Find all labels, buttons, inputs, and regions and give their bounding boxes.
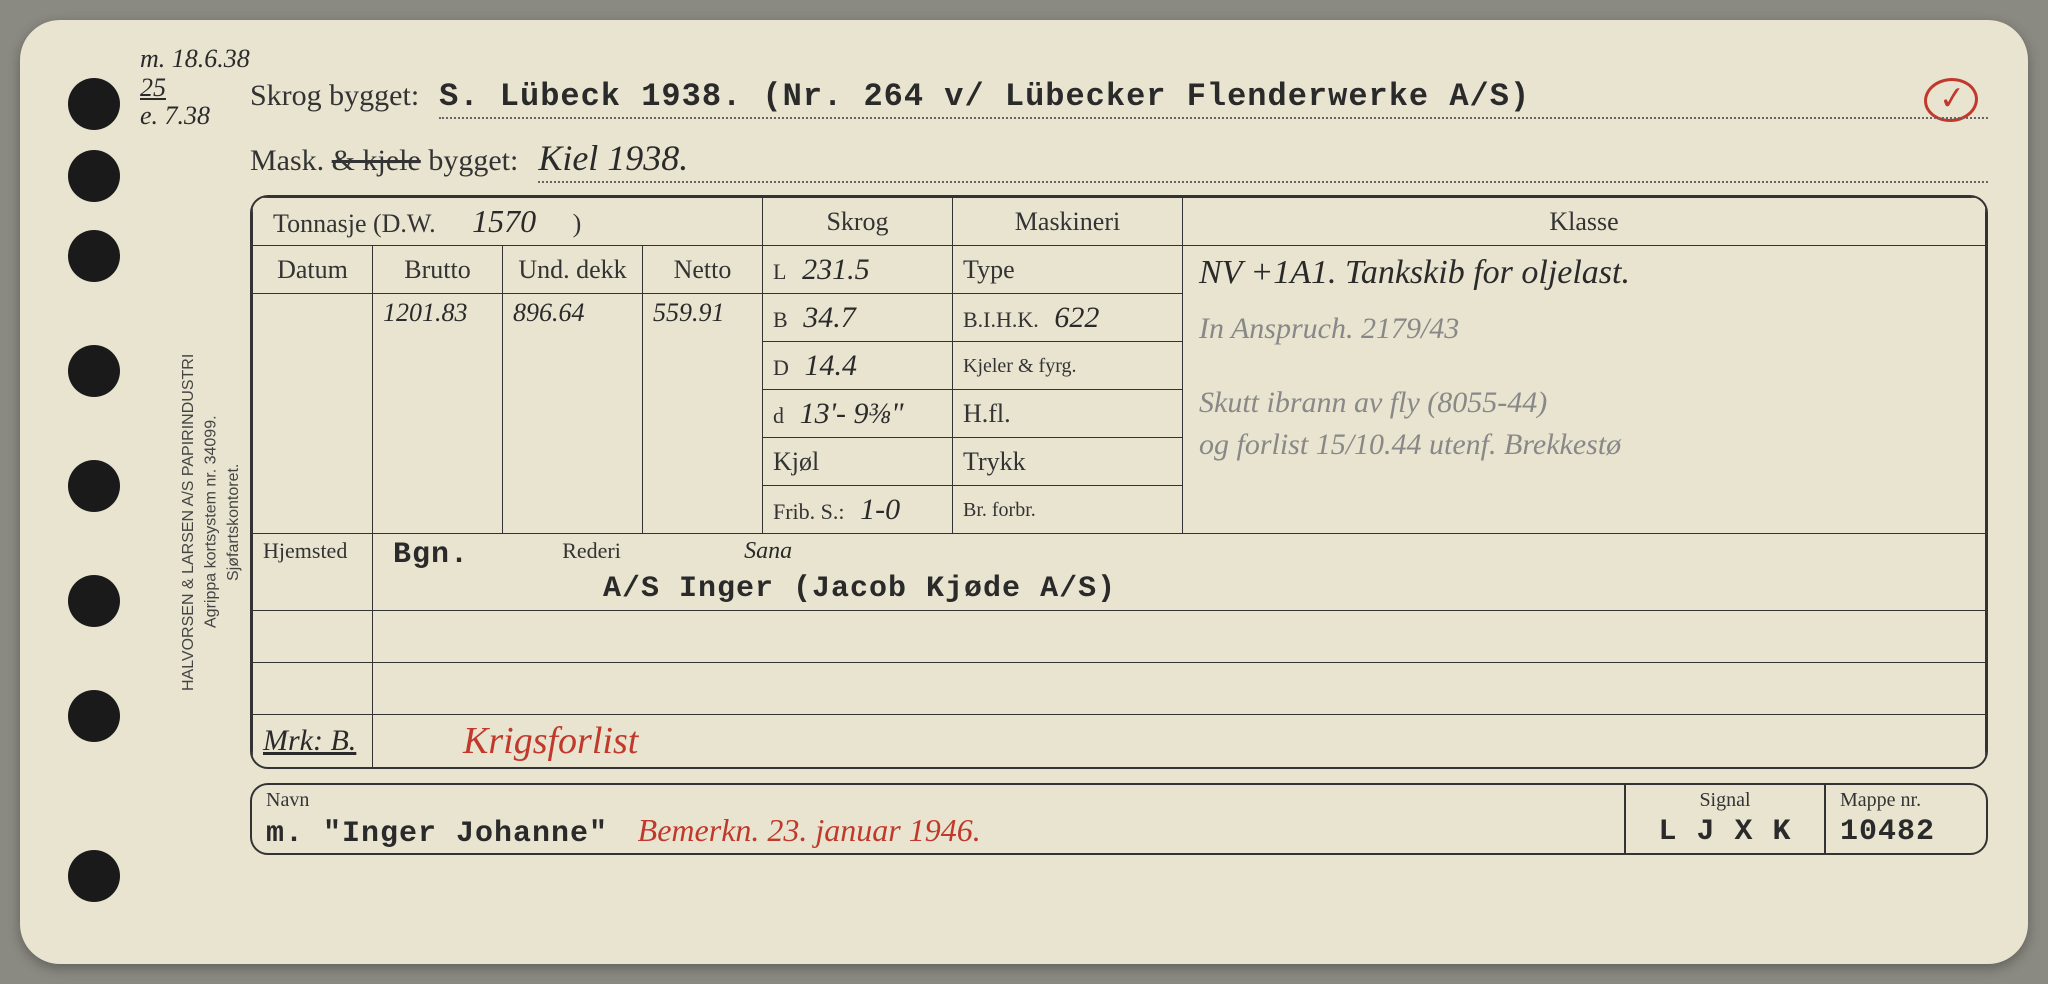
rederi-val: A/S Inger (Jacob Kjøde A/S)	[603, 572, 1116, 606]
top-margin-notes: m. 18.6.38 25 e. 7.38	[140, 45, 250, 131]
mask-trykk-label: Trykk	[953, 438, 1183, 486]
hjemsted-value-cell: Bgn. Rederi Sana A/S Inger (Jacob Kjøde …	[373, 534, 1986, 611]
signal-label: Signal	[1640, 789, 1810, 812]
signal-value: L J X K	[1640, 815, 1810, 849]
klasse-line4: og forlist 15/10.44 utenf. Brekkestø	[1199, 428, 1969, 462]
mappe-cell: Mappe nr. 10482	[1826, 785, 1986, 853]
klasse-line2: In Anspruch. 2179/43	[1199, 312, 1969, 346]
punch-hole	[68, 78, 120, 130]
mask-value: Kiel 1938.	[538, 137, 1988, 183]
skrog-D: D 14.4	[763, 342, 953, 390]
krigsforlist: Krigsforlist	[383, 720, 638, 762]
skrog-B: B 34.7	[763, 294, 953, 342]
bottom-note-left-cell: Mrk: B.	[253, 715, 373, 768]
mask-bygget-row: Mask. & kjele bygget: Kiel 1938.	[250, 127, 1988, 183]
punch-hole	[68, 345, 120, 397]
hjemsted-label-cell: Hjemsted	[253, 534, 373, 611]
skrog-header: Skrog	[763, 198, 953, 246]
mask-label: Mask. & kjele bygget:	[250, 144, 518, 178]
main-data-table: Tonnasje (D.W. 1570 ) Skrog Maskineri Kl…	[250, 195, 1988, 769]
datum-cell	[253, 294, 373, 534]
punch-holes	[68, 20, 128, 964]
navn-value: m. "Inger Johanne"	[266, 817, 608, 851]
skrog-L: L 231.5	[763, 246, 953, 294]
navn-cell: Navn m. "Inger Johanne" Bemerkn. 23. jan…	[252, 785, 1626, 853]
skrog-frib: Frib. S.: 1-0	[763, 486, 953, 534]
index-card: HALVORSEN & LARSEN A/S PAPIRINDUSTRI Agr…	[20, 20, 2028, 964]
rederi-note: Sana	[744, 538, 792, 564]
mappe-label: Mappe nr.	[1840, 789, 1972, 812]
rederi-label: Rederi	[562, 538, 621, 563]
skrog-label: Skrog bygget:	[250, 79, 419, 113]
klasse-line1: NV +1A1. Tankskib for oljelast.	[1199, 254, 1969, 292]
punch-hole	[68, 460, 120, 512]
col-brutto: Brutto	[373, 246, 503, 294]
dw-value: 1570	[442, 203, 566, 239]
col-und: Und. dekk	[503, 246, 643, 294]
tonnasje-header: Tonnasje (D.W. 1570 )	[253, 198, 763, 246]
vertical-line3: Sjøfartskontoret.	[225, 463, 242, 580]
navn-note: Bemerkn. 23. januar 1946.	[638, 812, 981, 848]
mask-bihk: B.I.H.K. 622	[953, 294, 1183, 342]
klasse-cell: NV +1A1. Tankskib for oljelast. In Anspr…	[1183, 246, 1986, 534]
punch-hole	[68, 690, 120, 742]
skrog-value: S. Lübeck 1938. (Nr. 264 v/ Lübecker Fle…	[439, 78, 1988, 119]
klasse-header: Klasse	[1183, 198, 1986, 246]
signal-cell: Signal L J X K	[1626, 785, 1826, 853]
punch-hole	[68, 150, 120, 202]
mask-kjeler-label: Kjeler & fyrg.	[953, 342, 1183, 390]
vertical-line2: Agrippa kortsystem nr. 34099.	[202, 416, 219, 629]
mask-brforbr-label: Br. forbr.	[953, 486, 1183, 534]
brutto-val: 1201.83	[373, 294, 503, 534]
hjemsted-val: Bgn.	[393, 538, 469, 572]
note-line2: 25	[140, 74, 250, 103]
col-datum: Datum	[253, 246, 373, 294]
note-line3: e. 7.38	[140, 102, 250, 131]
bottom-note-mid-cell: Krigsforlist	[373, 715, 1986, 768]
und-val: 896.64	[503, 294, 643, 534]
maskineri-header: Maskineri	[953, 198, 1183, 246]
bottom-note-left: Mrk: B.	[263, 724, 356, 757]
skrog-bygget-row: Skrog bygget: S. Lübeck 1938. (Nr. 264 v…	[250, 50, 1988, 119]
punch-hole	[68, 575, 120, 627]
note-line1: m. 18.6.38	[140, 45, 250, 74]
col-netto: Netto	[643, 246, 763, 294]
skrog-d2: d 13'- 9⅜"	[763, 390, 953, 438]
mask-hfl-label: H.fl.	[953, 390, 1183, 438]
klasse-line3: Skutt ibrann av fly (8055-44)	[1199, 386, 1969, 420]
mappe-value: 10482	[1840, 815, 1972, 849]
netto-val: 559.91	[643, 294, 763, 534]
mask-type-label: Type	[953, 246, 1183, 294]
navn-label: Navn	[266, 789, 1610, 812]
punch-hole	[68, 850, 120, 902]
bottom-bar: Navn m. "Inger Johanne" Bemerkn. 23. jan…	[250, 783, 1988, 855]
vertical-line1: HALVORSEN & LARSEN A/S PAPIRINDUSTRI	[180, 353, 197, 690]
mask-strike: & kjele	[332, 144, 421, 177]
card-manufacturer-text: HALVORSEN & LARSEN A/S PAPIRINDUSTRI Agr…	[178, 180, 238, 864]
punch-hole	[68, 230, 120, 282]
skrog-kjol-label: Kjøl	[763, 438, 953, 486]
card-content: m. 18.6.38 25 e. 7.38 Skrog bygget: S. L…	[250, 50, 1988, 934]
